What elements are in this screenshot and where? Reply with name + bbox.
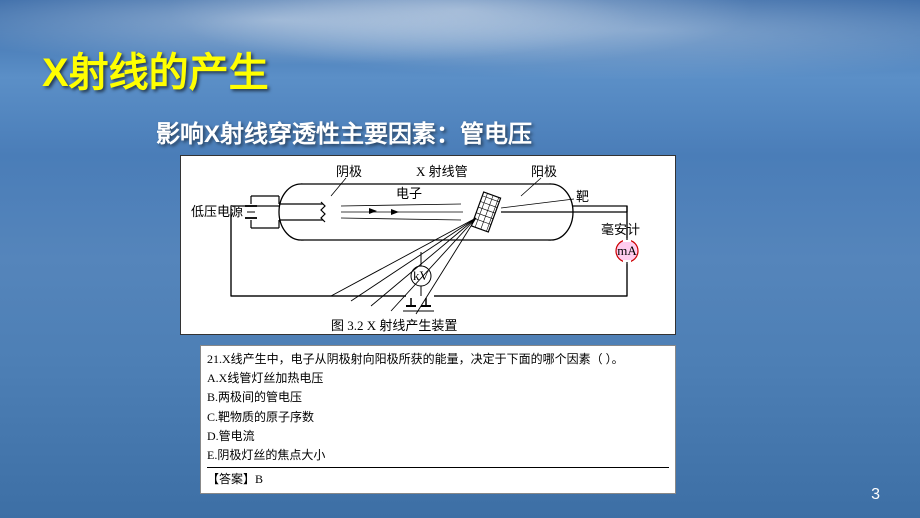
option-e: E.阴极灯丝的焦点大小 [207,446,669,465]
tube-label: X 射线管 [416,164,468,179]
question-box: 21.X线产生中，电子从阴极射向阳极所获的能量，决定于下面的哪个因素（ ）。 A… [200,345,676,494]
lv-source-label: 低压电源 [191,204,243,219]
option-a: A.X线管灯丝加热电压 [207,369,669,388]
ma-label: mA [617,243,637,258]
xray-diagram: kV [180,155,676,335]
target-label: 靶 [576,189,589,204]
kv-label: kV [413,268,430,283]
option-b: B.两极间的管电压 [207,388,669,407]
slide-title: X射线的产生 [42,40,269,98]
slide-subtitle: 影响X射线穿透性主要因素：管电压 [156,114,532,149]
diagram-caption: 图 3.2 X 射线产生装置 [331,318,457,333]
answer: 【答案】B [207,467,669,489]
ammeter-label: 毫安计 [601,222,640,237]
electron-label: 电子 [396,186,422,201]
cathode-label: 阴极 [336,164,362,179]
option-d: D.管电流 [207,427,669,446]
anode-label: 阳极 [531,164,557,179]
question-stem: 21.X线产生中，电子从阴极射向阳极所获的能量，决定于下面的哪个因素（ ）。 [207,350,669,369]
option-c: C.靶物质的原子序数 [207,408,669,427]
page-number: 3 [871,486,880,504]
